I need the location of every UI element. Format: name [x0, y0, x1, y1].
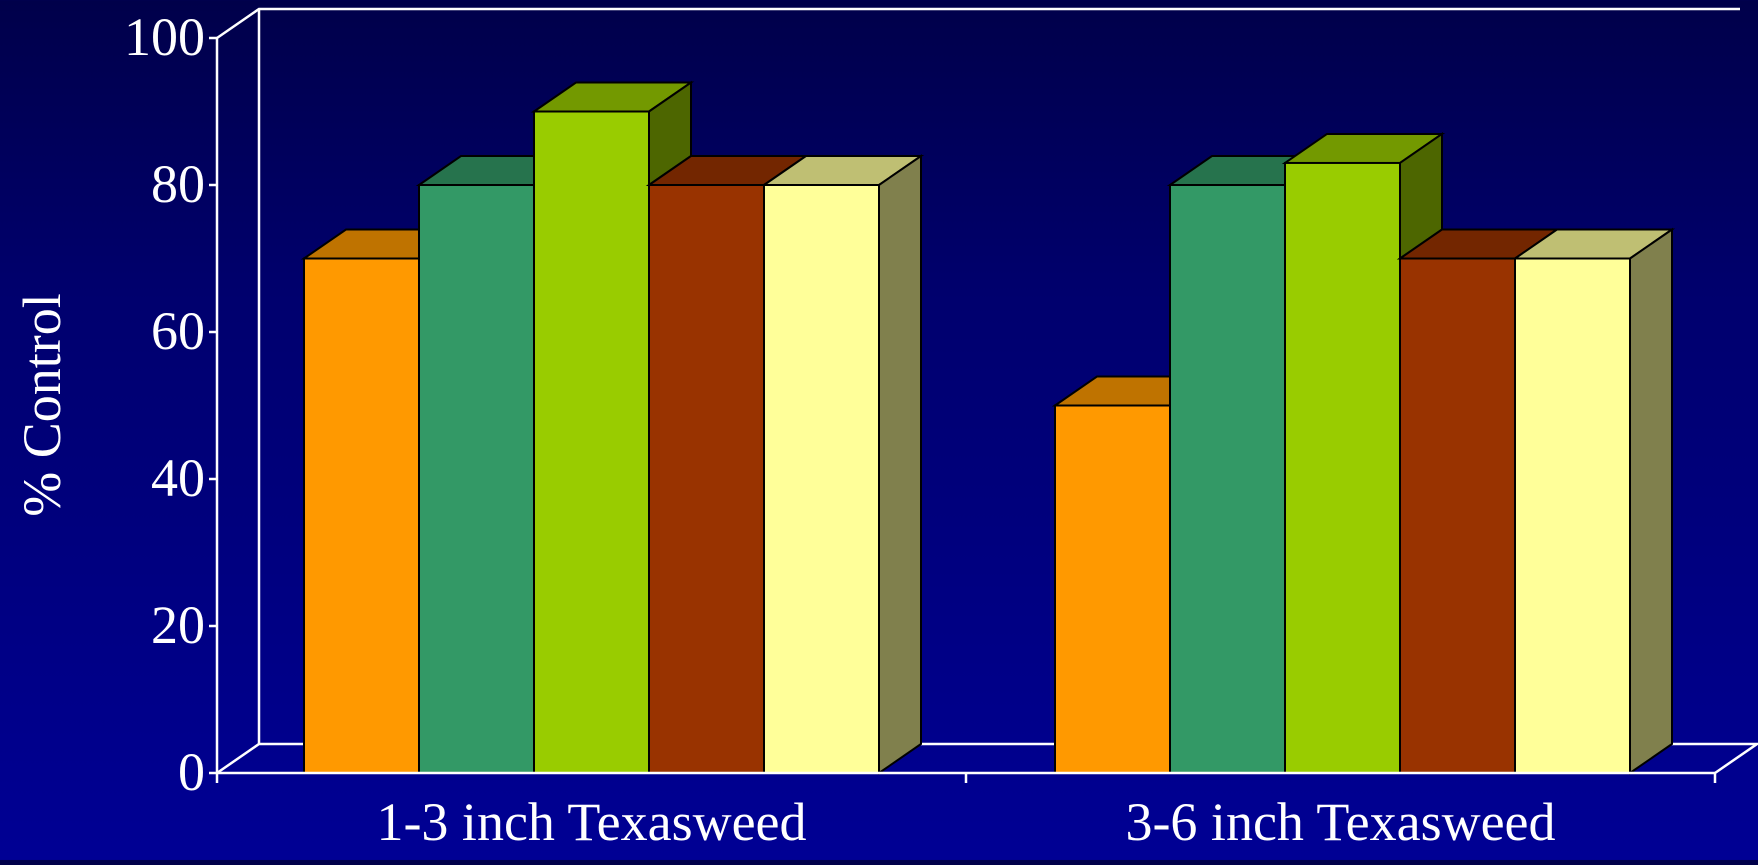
back-wall-top [216, 7, 1740, 40]
bar [415, 155, 580, 774]
bar-front-face [1054, 404, 1171, 774]
y-axis-title: % Control [12, 293, 72, 517]
y-tick-label: 20 [151, 595, 205, 655]
bar-front-face [1399, 257, 1516, 774]
bar-side-face [878, 154, 922, 775]
bar [1281, 132, 1446, 774]
bar-front-face [1169, 184, 1286, 774]
bar [1396, 228, 1561, 774]
y-axis: 0 20 40 60 80 100 [124, 7, 219, 802]
bar-front-face [303, 257, 420, 774]
bar-front-face [648, 184, 765, 774]
bar [760, 154, 925, 775]
bar [1511, 227, 1676, 775]
category-label: 3-6 inch Texasweed [1125, 792, 1555, 852]
bars [300, 80, 1676, 775]
y-tick-label: 0 [178, 742, 205, 802]
y-tick-label: 100 [124, 7, 205, 67]
y-tick-label: 40 [151, 448, 205, 508]
bar-front-face [418, 184, 535, 774]
y-tick-label: 80 [151, 154, 205, 214]
bar-front-face [763, 184, 880, 774]
bar-front-face [1514, 257, 1631, 774]
x-axis: 1-3 inch Texasweed 3-6 inch Texasweed [215, 771, 1717, 852]
bar [530, 80, 695, 774]
category-label: 1-3 inch Texasweed [376, 792, 806, 852]
bar-front-face [1284, 161, 1401, 774]
chart-frame [216, 7, 1758, 775]
bar-side-face [1629, 227, 1673, 775]
bar-front-face [533, 110, 650, 774]
floor-outline [216, 742, 1758, 775]
y-tick-label: 60 [151, 301, 205, 361]
